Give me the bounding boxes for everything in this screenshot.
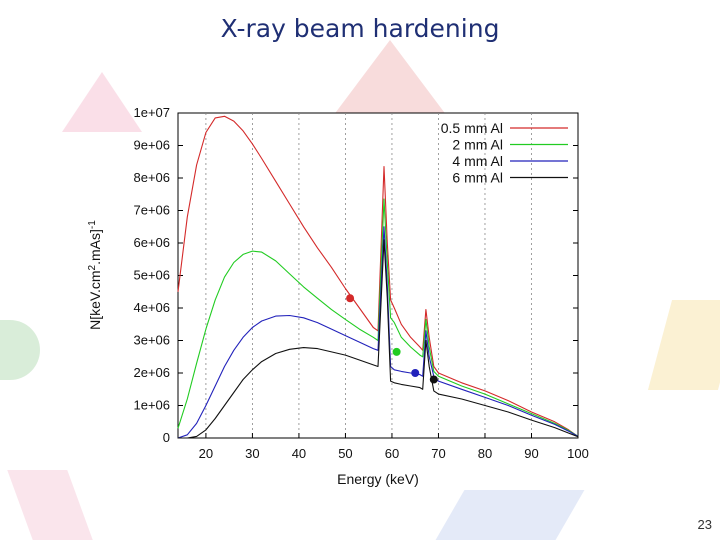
x-tick-label: 40 — [292, 446, 306, 461]
decorative-shape-top-right — [330, 40, 450, 120]
y-tick-label: 5e+06 — [133, 268, 170, 283]
slide-number: 23 — [697, 517, 712, 532]
y-axis-label-part-2: .mAs] — [87, 229, 103, 265]
x-tick-label: 20 — [199, 446, 213, 461]
series-line-3 — [177, 226, 579, 439]
x-tick-label: 30 — [245, 446, 259, 461]
y-tick-label: 1e+06 — [133, 398, 170, 413]
y-tick-label: 3e+06 — [133, 333, 170, 348]
slide-title: X-ray beam hardening — [220, 14, 500, 43]
decorative-shape-top-left — [62, 72, 142, 132]
x-tick-label: 80 — [478, 446, 492, 461]
series-line-1 — [177, 115, 579, 437]
y-tick-label: 7e+06 — [133, 203, 170, 218]
series-line-2 — [177, 198, 579, 437]
y-tick-label: 6e+06 — [133, 235, 170, 250]
series-marker-4 — [429, 375, 438, 384]
series-line-4 — [178, 239, 579, 439]
grid-lines — [205, 113, 532, 438]
y-tick-label: 2e+06 — [133, 365, 170, 380]
legend-label-1: 0.5 mm Al — [441, 120, 503, 136]
y-tick-label: 4e+06 — [133, 300, 170, 315]
plot-area — [177, 112, 579, 439]
legend-label-3: 4 mm Al — [452, 153, 503, 169]
series-lines — [177, 115, 579, 439]
y-axis-label-superscript-1: 2 — [87, 264, 98, 270]
legend-label-2: 2 mm Al — [452, 137, 503, 153]
y-tick-label: 0 — [163, 430, 170, 445]
x-tick-label: 90 — [524, 446, 538, 461]
y-axis-label: N[keV.cm2.mAs]-1 — [87, 220, 104, 330]
legend: 0.5 mm Al2 mm Al4 mm Al6 mm Al — [441, 120, 568, 186]
x-tick-label: 50 — [338, 446, 352, 461]
y-tick-label: 8e+06 — [133, 170, 170, 185]
legend-label-4: 6 mm Al — [452, 170, 503, 186]
series-marker-1 — [346, 294, 355, 303]
decorative-shape-left — [0, 320, 40, 380]
axis-ticks: 20 30 40 50 60 70 80 90 100 0 1e+06 2e+06 3e+06 4e+06… — [133, 105, 588, 461]
y-tick-label: 1e+07 — [133, 105, 170, 120]
chart: 20 30 40 50 60 70 80 90 100 0 1e+06 2e+06 3e+06 4e+06… — [87, 105, 589, 487]
y-tick-label: 9e+06 — [133, 138, 170, 153]
series-marker-2 — [392, 347, 401, 356]
x-tick-label: 70 — [431, 446, 445, 461]
x-axis-label: Energy (keV) — [337, 471, 419, 487]
x-tick-label: 60 — [385, 446, 399, 461]
y-axis-label-part-1: N[keV.cm — [87, 270, 103, 329]
decorative-shape-bottom — [435, 490, 585, 540]
series-markers — [346, 294, 438, 384]
series-marker-3 — [411, 369, 420, 377]
y-axis-label-superscript-2: -1 — [87, 220, 98, 229]
decorative-shape-right — [647, 300, 720, 390]
x-tick-label: 100 — [567, 446, 589, 461]
